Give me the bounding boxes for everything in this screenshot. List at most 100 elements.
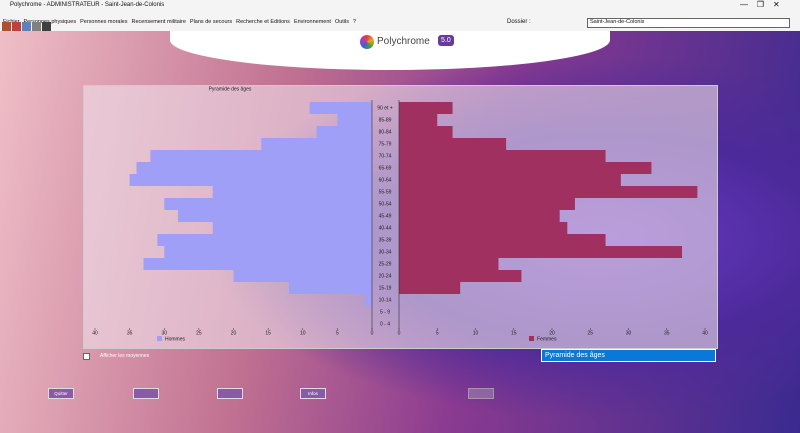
bar-femmes [399,198,575,210]
bar-hommes [212,186,372,198]
bar-femmes [399,270,522,282]
age-label: 75-79 [379,141,392,147]
bar-hommes [233,270,372,282]
age-label: 20-24 [379,273,392,279]
bar-femmes [399,234,606,246]
bar-femmes [399,102,453,114]
x-tick-label-left: 0 [371,330,374,336]
bar-femmes [399,162,652,174]
menu-item[interactable]: Recensement militaire [131,19,186,25]
bar-hommes [288,282,372,294]
bar-femmes [399,246,683,258]
age-label: 55-59 [379,189,392,195]
window-controls[interactable]: — ❐ ✕ [740,0,780,9]
age-label: 90 et + [377,105,393,111]
bar-hommes [136,162,372,174]
bar-hommes [365,294,372,306]
bar-hommes [316,126,372,138]
bar-hommes [143,258,372,270]
menu-item[interactable]: ? [353,19,357,25]
x-tick-label-left: 40 [92,330,98,336]
x-tick-label-left: 25 [196,330,202,336]
age-label: 65-69 [379,165,392,171]
print-button[interactable] [133,388,159,399]
x-tick-label-left: 20 [231,330,237,336]
bar-femmes [399,114,438,126]
bar-hommes [164,246,372,258]
age-label: 5 - 9 [380,309,390,315]
logo-name: Polychrome [377,36,430,47]
dossier-select[interactable]: Saint-Jean-de-Colonis [587,18,790,28]
bar-femmes [399,282,461,294]
bar-femmes [399,186,698,198]
age-label: 25-29 [379,261,392,267]
bar-hommes [129,174,372,186]
menu-item[interactable]: Environnement [293,19,331,25]
bar-femmes [399,150,606,162]
bar-hommes [212,222,372,234]
bar-hommes [337,114,372,126]
legend-swatch [157,336,162,341]
age-label: 30-34 [379,249,392,255]
x-tick-label-right: 0 [398,330,401,336]
window-chrome: Polychrome - ADMINISTRATEUR - Saint-Jean… [0,0,800,31]
x-tick-label-right: 10 [473,330,479,336]
bar-femmes [399,174,621,186]
legend-label: Hommes [165,336,186,342]
age-label: 80-84 [379,129,392,135]
x-tick-label-right: 20 [549,330,555,336]
legend-swatch [529,336,534,341]
bar-hommes [157,234,372,246]
age-label: 70-74 [379,153,392,159]
legend-label: Femmes [537,336,557,342]
x-tick-label-left: 35 [127,330,133,336]
age-label: 10-14 [379,297,392,303]
chart-title: Pyramide des âges [209,86,252,92]
x-tick-label-left: 30 [161,330,167,336]
bar-hommes [261,138,372,150]
info-button[interactable]: Infos [300,388,326,399]
x-tick-label-right: 35 [664,330,670,336]
age-label: 50-54 [379,201,392,207]
bar-femmes [399,138,507,150]
bar-femmes [399,210,560,222]
logo-icon [360,35,374,49]
x-tick-label-right: 25 [587,330,593,336]
age-label: 85-89 [379,117,392,123]
age-label: 0 - 4 [380,321,390,327]
x-tick-label-right: 5 [436,330,439,336]
age-label: 15-19 [379,285,392,291]
chart-type-select[interactable]: Pyramide des âges [541,349,716,362]
checkbox-label: Afficher les moyennes [100,353,150,359]
menu-item[interactable]: Outils [334,19,349,25]
bar-femmes [399,258,499,270]
age-label: 35-39 [379,237,392,243]
age-label: 45-49 [379,213,392,219]
age-label: 40-44 [379,225,392,231]
disabled-button [468,388,494,399]
checkbox[interactable] [83,353,90,360]
dossier-label: Dossier : [507,19,531,25]
x-tick-label-right: 30 [626,330,632,336]
x-tick-label-right: 15 [511,330,517,336]
window-title: Polychrome - ADMINISTRATEUR - Saint-Jean… [10,2,165,8]
x-tick-label-left: 15 [265,330,271,336]
x-tick-label-right: 40 [702,330,708,336]
quit-button[interactable]: Quitter [48,388,74,399]
menu-item[interactable]: Plans de secours [189,19,233,25]
toolbar [2,18,51,36]
phone-button[interactable] [217,388,243,399]
bar-femmes [399,222,568,234]
age-label: 60-64 [379,177,392,183]
menu-item[interactable]: Personnes morales [80,19,128,25]
menu-item[interactable]: Fichier [3,19,20,25]
bar-femmes [399,126,453,138]
x-tick-label-left: 5 [336,330,339,336]
menu-item[interactable]: Recherche et Editions [236,19,290,25]
bar-hommes [150,150,372,162]
x-tick-label-left: 10 [300,330,306,336]
logo-version: 5.0 [438,35,454,46]
bar-hommes [178,210,372,222]
